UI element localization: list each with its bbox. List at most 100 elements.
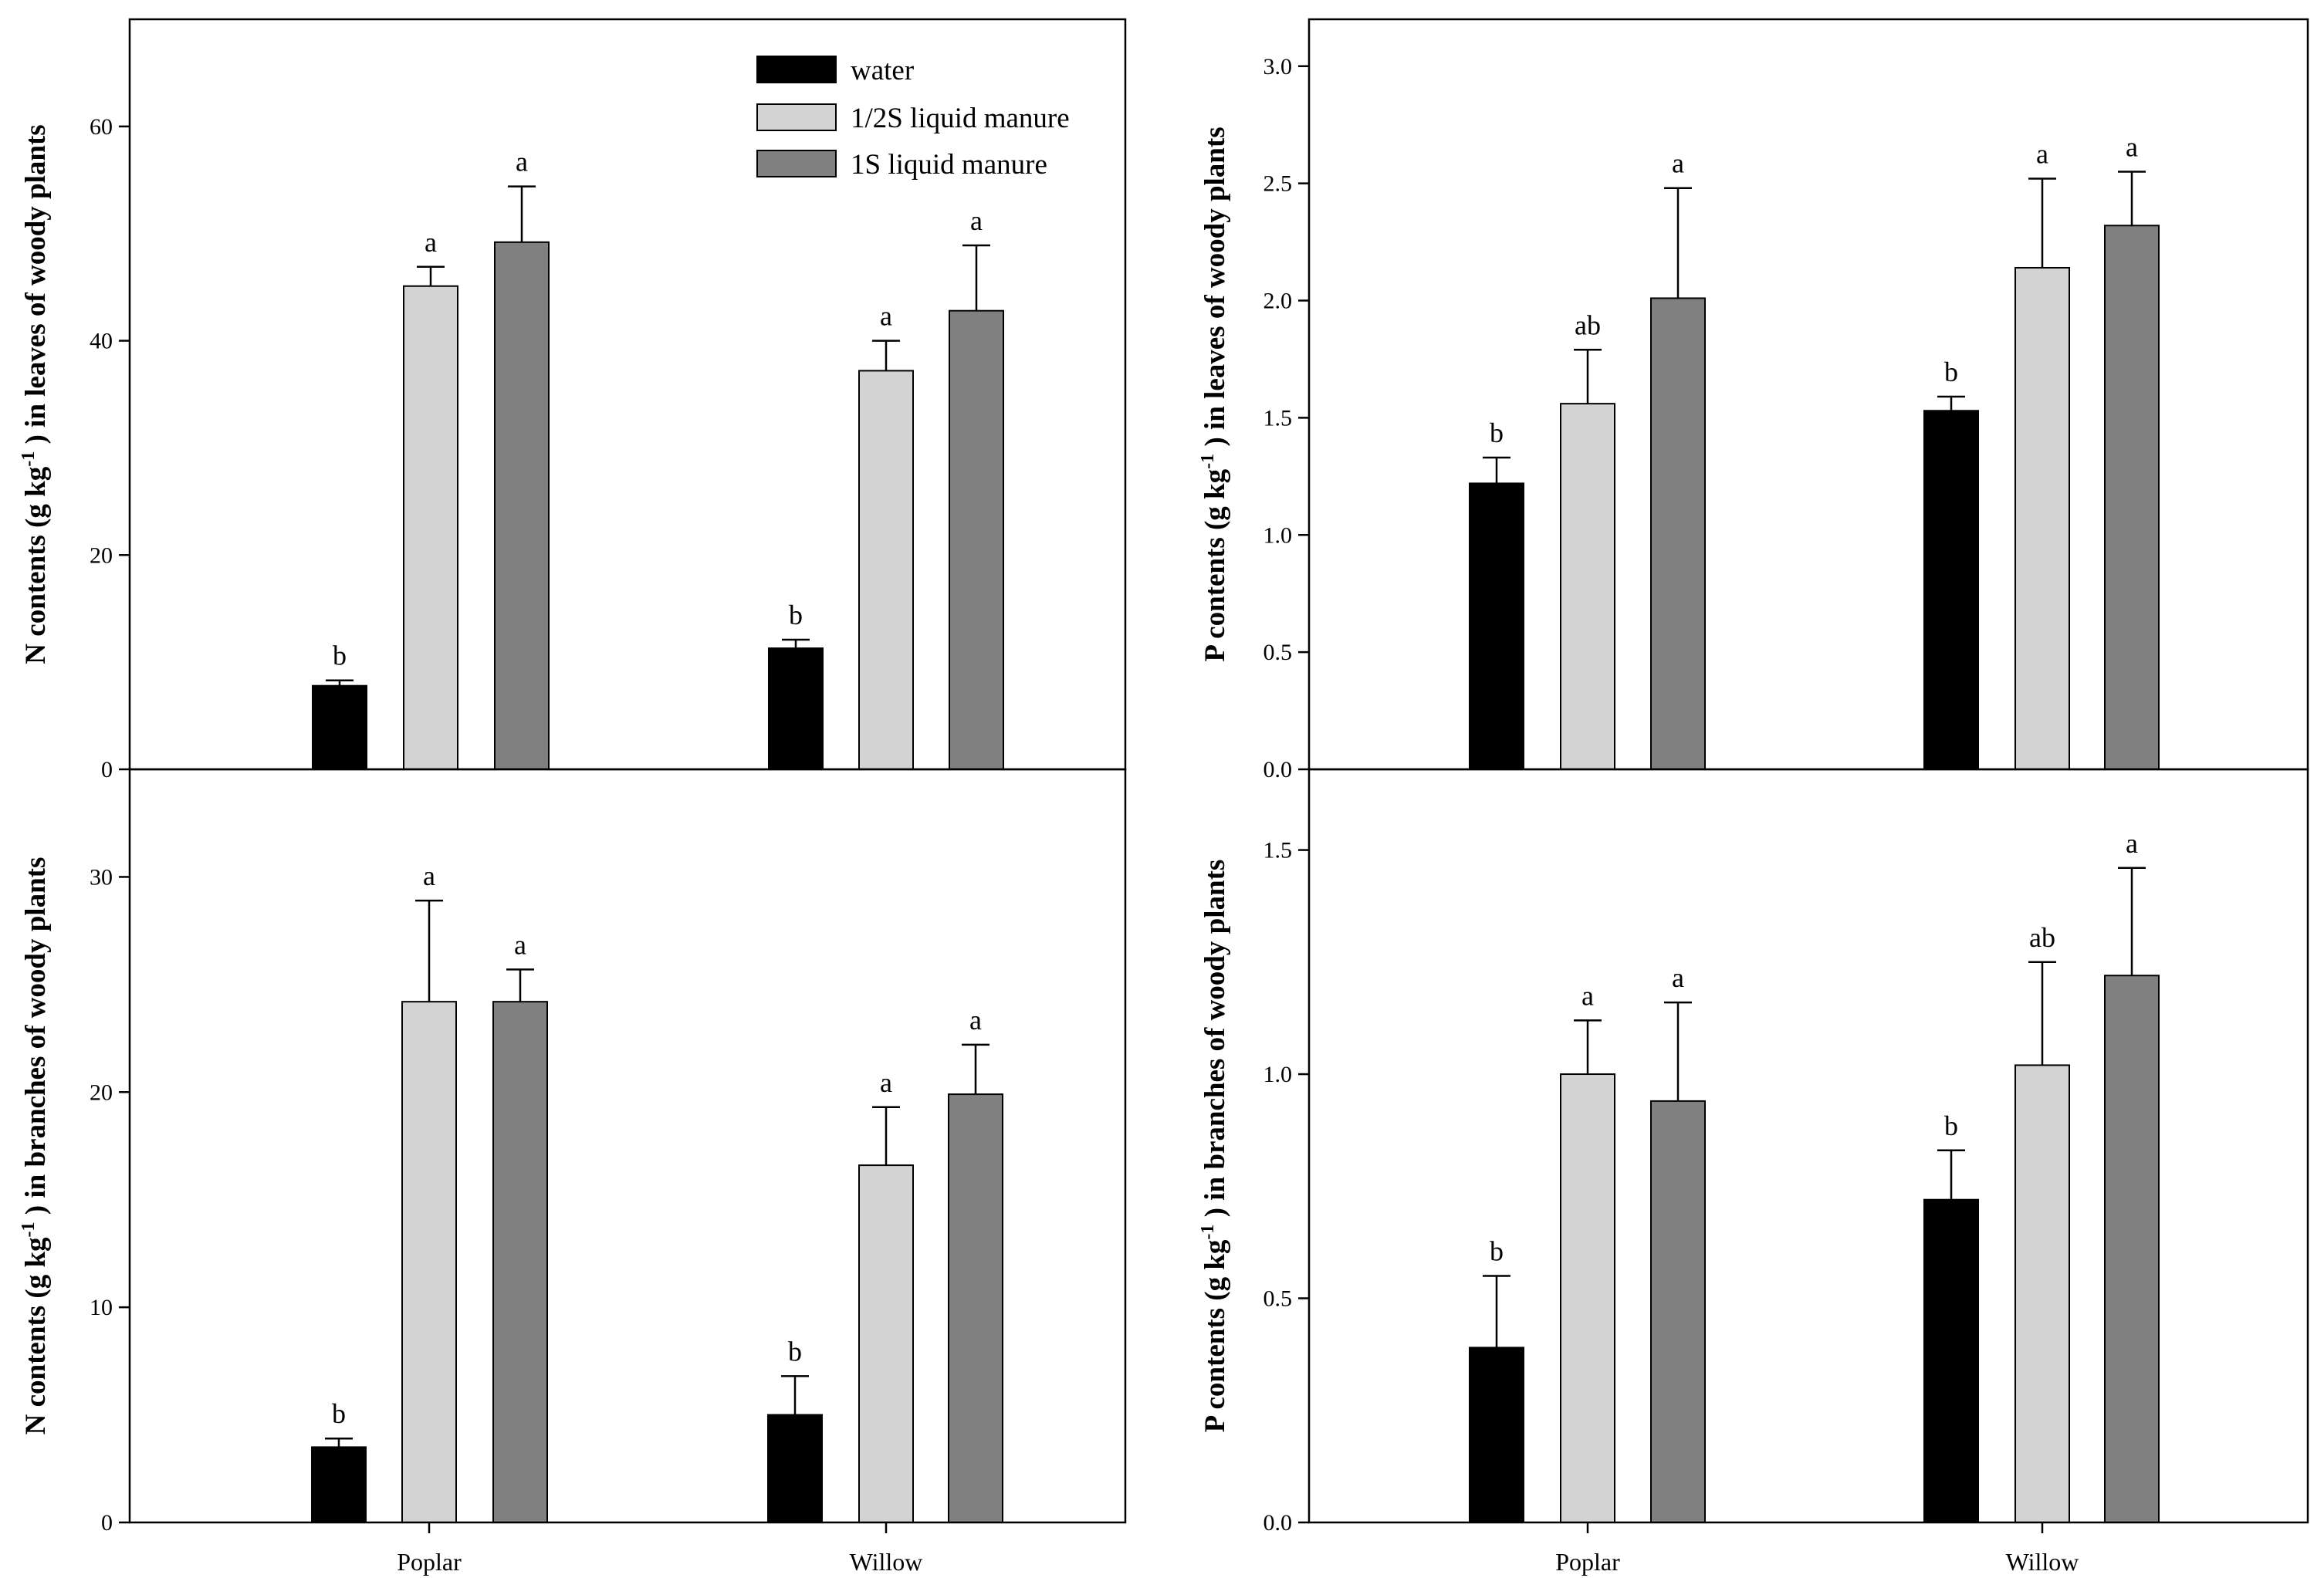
bar-water-willow: [1923, 410, 1979, 770]
bar-water-willow: [1923, 1198, 1979, 1523]
y-tick-label: 2.0: [1263, 289, 1293, 314]
y-axis-label-sup: -1: [1198, 454, 1218, 469]
significance-letter: a: [970, 205, 983, 236]
bar-half-poplar: [401, 1001, 457, 1524]
bar-full-poplar: [494, 241, 550, 770]
bar-full-willow: [2104, 975, 2160, 1523]
y-axis-label: N contents (g kg-1 ) in leaves of woody …: [19, 124, 52, 664]
significance-letter: a: [514, 929, 526, 960]
x-category-label: Poplar: [1555, 1548, 1620, 1576]
y-tick-label: 20: [90, 542, 113, 568]
y-tick-label: 0.5: [1263, 1286, 1293, 1312]
significance-letter: a: [423, 860, 435, 891]
y-tick-label: 30: [90, 864, 113, 890]
significance-letter: a: [2036, 139, 2048, 170]
bar-half-willow: [2014, 266, 2070, 771]
panel-n-leaves: b b a a a a 0 20 40 60 N contents (g kg-1 ) in lea…: [19, 18, 1127, 782]
significance-letter: a: [1581, 980, 1594, 1011]
bar-water-poplar: [1469, 1347, 1524, 1524]
significance-letter: a: [1672, 962, 1684, 993]
bar-full-poplar: [1650, 1100, 1706, 1523]
y-axis-label: N contents (g kg-1 ) in branches of wood…: [19, 857, 52, 1435]
bar-water-poplar: [1469, 482, 1524, 770]
significance-letter: a: [1672, 148, 1684, 179]
y-tick-label: 0.5: [1263, 640, 1293, 665]
y-axis-label-post: ) in branches of woody plants: [20, 857, 52, 1222]
bar-full-willow: [949, 309, 1004, 771]
significance-letter: b: [788, 1336, 802, 1367]
plot-frame: [128, 768, 1127, 1524]
y-tick-label: 20: [90, 1080, 113, 1105]
legend-swatch-full: [756, 150, 837, 177]
y-tick-label: 0: [101, 1510, 113, 1536]
bar-half-willow: [858, 370, 914, 770]
y-axis-label-sup: -1: [19, 451, 39, 467]
y-axis-label-pre: N contents (g kg: [20, 466, 52, 664]
significance-letter: b: [1490, 417, 1504, 448]
significance-letter: ab: [1575, 309, 1601, 340]
bar-full-poplar: [492, 1001, 548, 1524]
y-axis-label-sup: -1: [19, 1222, 39, 1237]
legend-label-full: 1S liquid manure: [851, 149, 1047, 181]
significance-letter: a: [2126, 828, 2138, 859]
significance-letter: b: [1944, 1110, 1958, 1141]
bar-half-poplar: [1560, 403, 1615, 771]
significance-letter: a: [880, 301, 892, 332]
y-tick-label: 1.0: [1263, 1062, 1293, 1087]
significance-letter: b: [1944, 356, 1958, 387]
plot-frame: [1307, 768, 2309, 1524]
y-axis-label: P contents (g kg-1 ) in branches of wood…: [1198, 860, 1231, 1433]
y-tick-label: 10: [90, 1295, 113, 1320]
y-axis-label-sup: -1: [1198, 1225, 1218, 1240]
y-axis-label: P contents (g kg-1 ) in leaves of woody …: [1198, 127, 1231, 661]
y-tick-label: 1.5: [1263, 838, 1293, 863]
panel-n-branches: b b a a a a 0 10 20 30 Poplar Willow N contents (g k…: [19, 768, 1127, 1576]
significance-letter: a: [880, 1067, 892, 1098]
significance-letter: a: [516, 147, 528, 177]
significance-letter: a: [425, 227, 437, 258]
x-category-label: Willow: [850, 1548, 923, 1576]
bar-half-willow: [2014, 1064, 2070, 1523]
y-tick-label: 0.0: [1263, 1510, 1293, 1536]
y-axis-label-post: ) in branches of woody plants: [1199, 860, 1231, 1225]
legend: water 1/2S liquid manure 1S liquid manure: [756, 55, 1070, 181]
bar-water-willow: [768, 647, 824, 770]
y-tick-label: 60: [90, 114, 113, 140]
significance-letter: b: [333, 640, 347, 671]
y-tick-label: 1.5: [1263, 405, 1293, 431]
y-axis-label-pre: P contents (g kg: [1199, 1239, 1231, 1432]
legend-label-half: 1/2S liquid manure: [851, 103, 1070, 134]
bar-half-willow: [858, 1164, 914, 1524]
panel-p-leaves: b b ab a a a 0.0 0.5 1.0 1.5 2.0 2.5 3.0 P contents (…: [1198, 18, 2309, 782]
significance-letter: a: [2126, 131, 2138, 162]
significance-letter: b: [789, 600, 803, 630]
y-axis-label-pre: P contents (g kg: [1199, 468, 1231, 661]
y-tick-label: 40: [90, 329, 113, 354]
legend-swatch-half: [756, 103, 837, 131]
legend-label-water: water: [851, 55, 914, 86]
y-axis-label-post: ) in leaves of woody plants: [1199, 127, 1231, 453]
bar-half-poplar: [1560, 1073, 1615, 1523]
significance-letter: ab: [2029, 922, 2055, 953]
bar-full-poplar: [1650, 297, 1706, 770]
y-tick-label: 1.0: [1263, 522, 1293, 548]
x-category-label: Willow: [2006, 1548, 2079, 1576]
significance-letter: b: [1490, 1235, 1504, 1266]
x-category-label: Poplar: [397, 1548, 462, 1576]
y-tick-label: 2.5: [1263, 171, 1293, 197]
bar-full-willow: [948, 1093, 1003, 1524]
bar-water-poplar: [311, 1446, 367, 1524]
y-tick-label: 0: [101, 757, 113, 782]
significance-letter: b: [332, 1398, 346, 1429]
panel-p-branches: b b a ab a a 0.0 0.5 1.0 1.5 Poplar Willow P content…: [1198, 768, 2309, 1576]
y-tick-label: 0.0: [1263, 757, 1293, 782]
bar-half-poplar: [403, 285, 458, 770]
significance-letter: a: [969, 1005, 982, 1036]
bar-full-willow: [2104, 225, 2160, 770]
legend-swatch-water: [756, 56, 837, 83]
y-axis-label-post: ) in leaves of woody plants: [20, 124, 52, 451]
bar-water-willow: [767, 1414, 823, 1523]
y-axis-label-pre: N contents (g kg: [20, 1237, 52, 1434]
y-tick-label: 3.0: [1263, 54, 1293, 79]
